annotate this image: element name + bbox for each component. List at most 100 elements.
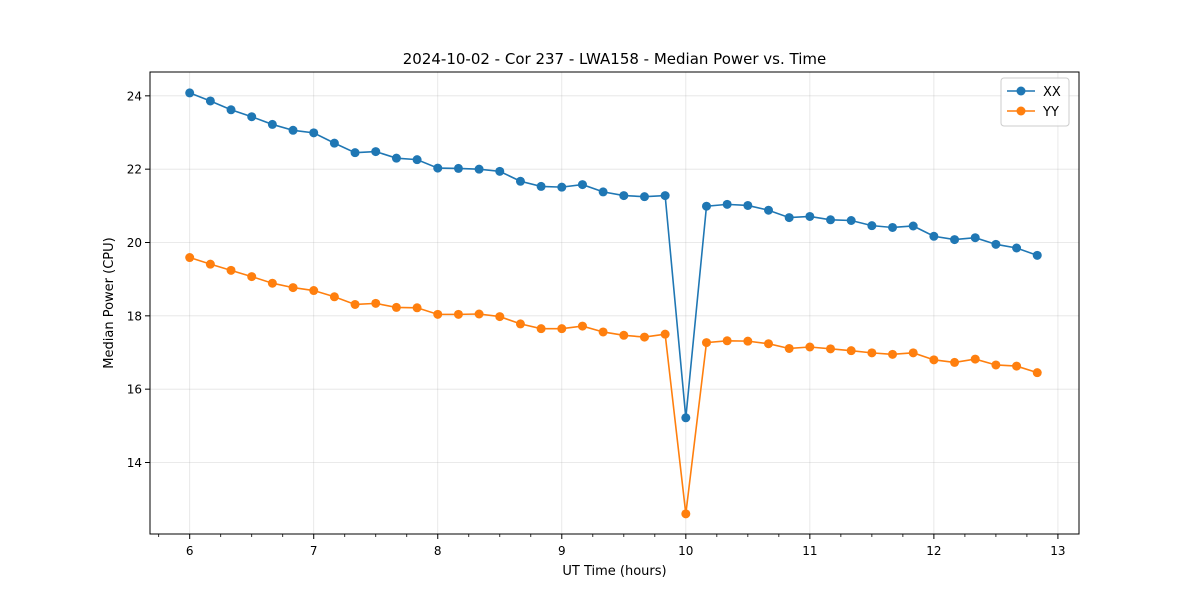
data-point-xx bbox=[495, 166, 505, 176]
data-point-xx bbox=[722, 199, 732, 209]
data-point-xx bbox=[557, 182, 567, 192]
chart-title: 2024-10-02 - Cor 237 - LWA158 - Median P… bbox=[403, 50, 827, 68]
data-point-yy bbox=[495, 312, 505, 322]
data-point-yy bbox=[226, 265, 236, 275]
data-point-yy bbox=[412, 303, 422, 313]
x-tick-label: 6 bbox=[186, 544, 194, 558]
legend-label-yy: YY bbox=[1042, 105, 1059, 120]
data-point-yy bbox=[743, 336, 753, 346]
data-point-yy bbox=[474, 309, 484, 319]
x-tick-label: 13 bbox=[1050, 544, 1065, 558]
data-point-yy bbox=[826, 344, 836, 354]
y-tick-label: 22 bbox=[127, 163, 142, 177]
data-point-yy bbox=[288, 283, 298, 293]
x-tick-label: 11 bbox=[802, 544, 817, 558]
grid-lines bbox=[150, 72, 1079, 534]
data-point-yy bbox=[267, 278, 277, 288]
data-point-xx bbox=[474, 164, 484, 174]
data-point-xx bbox=[536, 181, 546, 191]
data-point-xx bbox=[639, 192, 649, 202]
data-point-xx bbox=[577, 180, 587, 190]
data-point-xx bbox=[764, 205, 774, 215]
legend-marker-yy bbox=[1016, 106, 1026, 116]
series-xx bbox=[185, 88, 1042, 423]
data-point-yy bbox=[557, 324, 567, 334]
y-tick-label: 24 bbox=[127, 89, 142, 103]
data-point-xx bbox=[205, 96, 215, 106]
data-point-xx bbox=[309, 128, 319, 138]
data-point-xx bbox=[784, 213, 794, 223]
data-point-yy bbox=[805, 342, 815, 352]
data-point-xx bbox=[908, 221, 918, 231]
legend-marker-xx bbox=[1016, 86, 1026, 96]
x-axis-label: UT Time (hours) bbox=[562, 564, 666, 579]
data-point-yy bbox=[598, 327, 608, 337]
data-point-yy bbox=[867, 348, 877, 358]
data-point-yy bbox=[453, 309, 463, 319]
data-point-xx bbox=[681, 413, 691, 423]
data-point-xx bbox=[660, 191, 670, 201]
data-point-yy bbox=[371, 298, 381, 308]
data-point-xx bbox=[391, 153, 401, 163]
data-point-xx bbox=[433, 163, 443, 173]
data-point-xx bbox=[598, 187, 608, 197]
data-point-xx bbox=[950, 235, 960, 245]
data-point-xx bbox=[226, 105, 236, 115]
series-layer bbox=[185, 88, 1042, 519]
data-point-yy bbox=[764, 339, 774, 349]
data-point-yy bbox=[619, 330, 629, 340]
data-point-yy bbox=[247, 272, 257, 282]
data-point-yy bbox=[950, 357, 960, 367]
data-point-yy bbox=[577, 321, 587, 331]
data-point-xx bbox=[970, 233, 980, 243]
y-axis-label: Median Power (CPU) bbox=[102, 237, 117, 368]
data-point-yy bbox=[888, 349, 898, 359]
data-point-xx bbox=[743, 200, 753, 210]
x-tick-label: 7 bbox=[310, 544, 318, 558]
series-yy bbox=[185, 253, 1042, 519]
legend: XX YY bbox=[1000, 77, 1070, 127]
data-point-yy bbox=[536, 324, 546, 334]
data-point-yy bbox=[205, 259, 215, 269]
x-tick-label: 8 bbox=[434, 544, 442, 558]
data-point-xx bbox=[371, 147, 381, 157]
data-point-xx bbox=[1012, 243, 1022, 253]
data-point-xx bbox=[846, 216, 856, 225]
data-point-xx bbox=[929, 231, 939, 241]
data-point-xx bbox=[247, 112, 257, 122]
data-point-yy bbox=[701, 338, 711, 348]
data-point-yy bbox=[970, 354, 980, 364]
y-tick-label: 16 bbox=[127, 383, 142, 397]
data-point-xx bbox=[412, 155, 422, 165]
x-tick-label: 12 bbox=[926, 544, 941, 558]
data-point-yy bbox=[908, 348, 918, 358]
data-point-yy bbox=[784, 343, 794, 353]
data-point-yy bbox=[350, 299, 360, 309]
data-point-yy bbox=[185, 253, 195, 263]
data-point-xx bbox=[515, 176, 525, 186]
data-point-xx bbox=[701, 201, 711, 211]
data-point-yy bbox=[660, 329, 670, 339]
data-point-xx bbox=[619, 191, 629, 201]
data-point-yy bbox=[515, 319, 525, 329]
data-point-xx bbox=[826, 215, 836, 225]
data-point-yy bbox=[929, 355, 939, 365]
x-tick-label: 10 bbox=[678, 544, 693, 558]
data-point-xx bbox=[991, 239, 1001, 249]
data-point-yy bbox=[1012, 361, 1022, 371]
data-point-yy bbox=[391, 302, 401, 312]
data-point-yy bbox=[329, 292, 339, 302]
data-point-yy bbox=[722, 336, 732, 346]
data-point-yy bbox=[433, 309, 443, 319]
plot-frame bbox=[149, 71, 1080, 535]
data-point-xx bbox=[1032, 250, 1042, 260]
legend-label-xx: XX bbox=[1043, 85, 1061, 100]
data-point-yy bbox=[846, 346, 856, 356]
y-tick-label: 14 bbox=[127, 456, 142, 470]
data-point-xx bbox=[805, 211, 815, 221]
y-tick-label: 20 bbox=[127, 236, 142, 250]
data-point-xx bbox=[350, 148, 360, 158]
data-point-xx bbox=[453, 163, 463, 173]
